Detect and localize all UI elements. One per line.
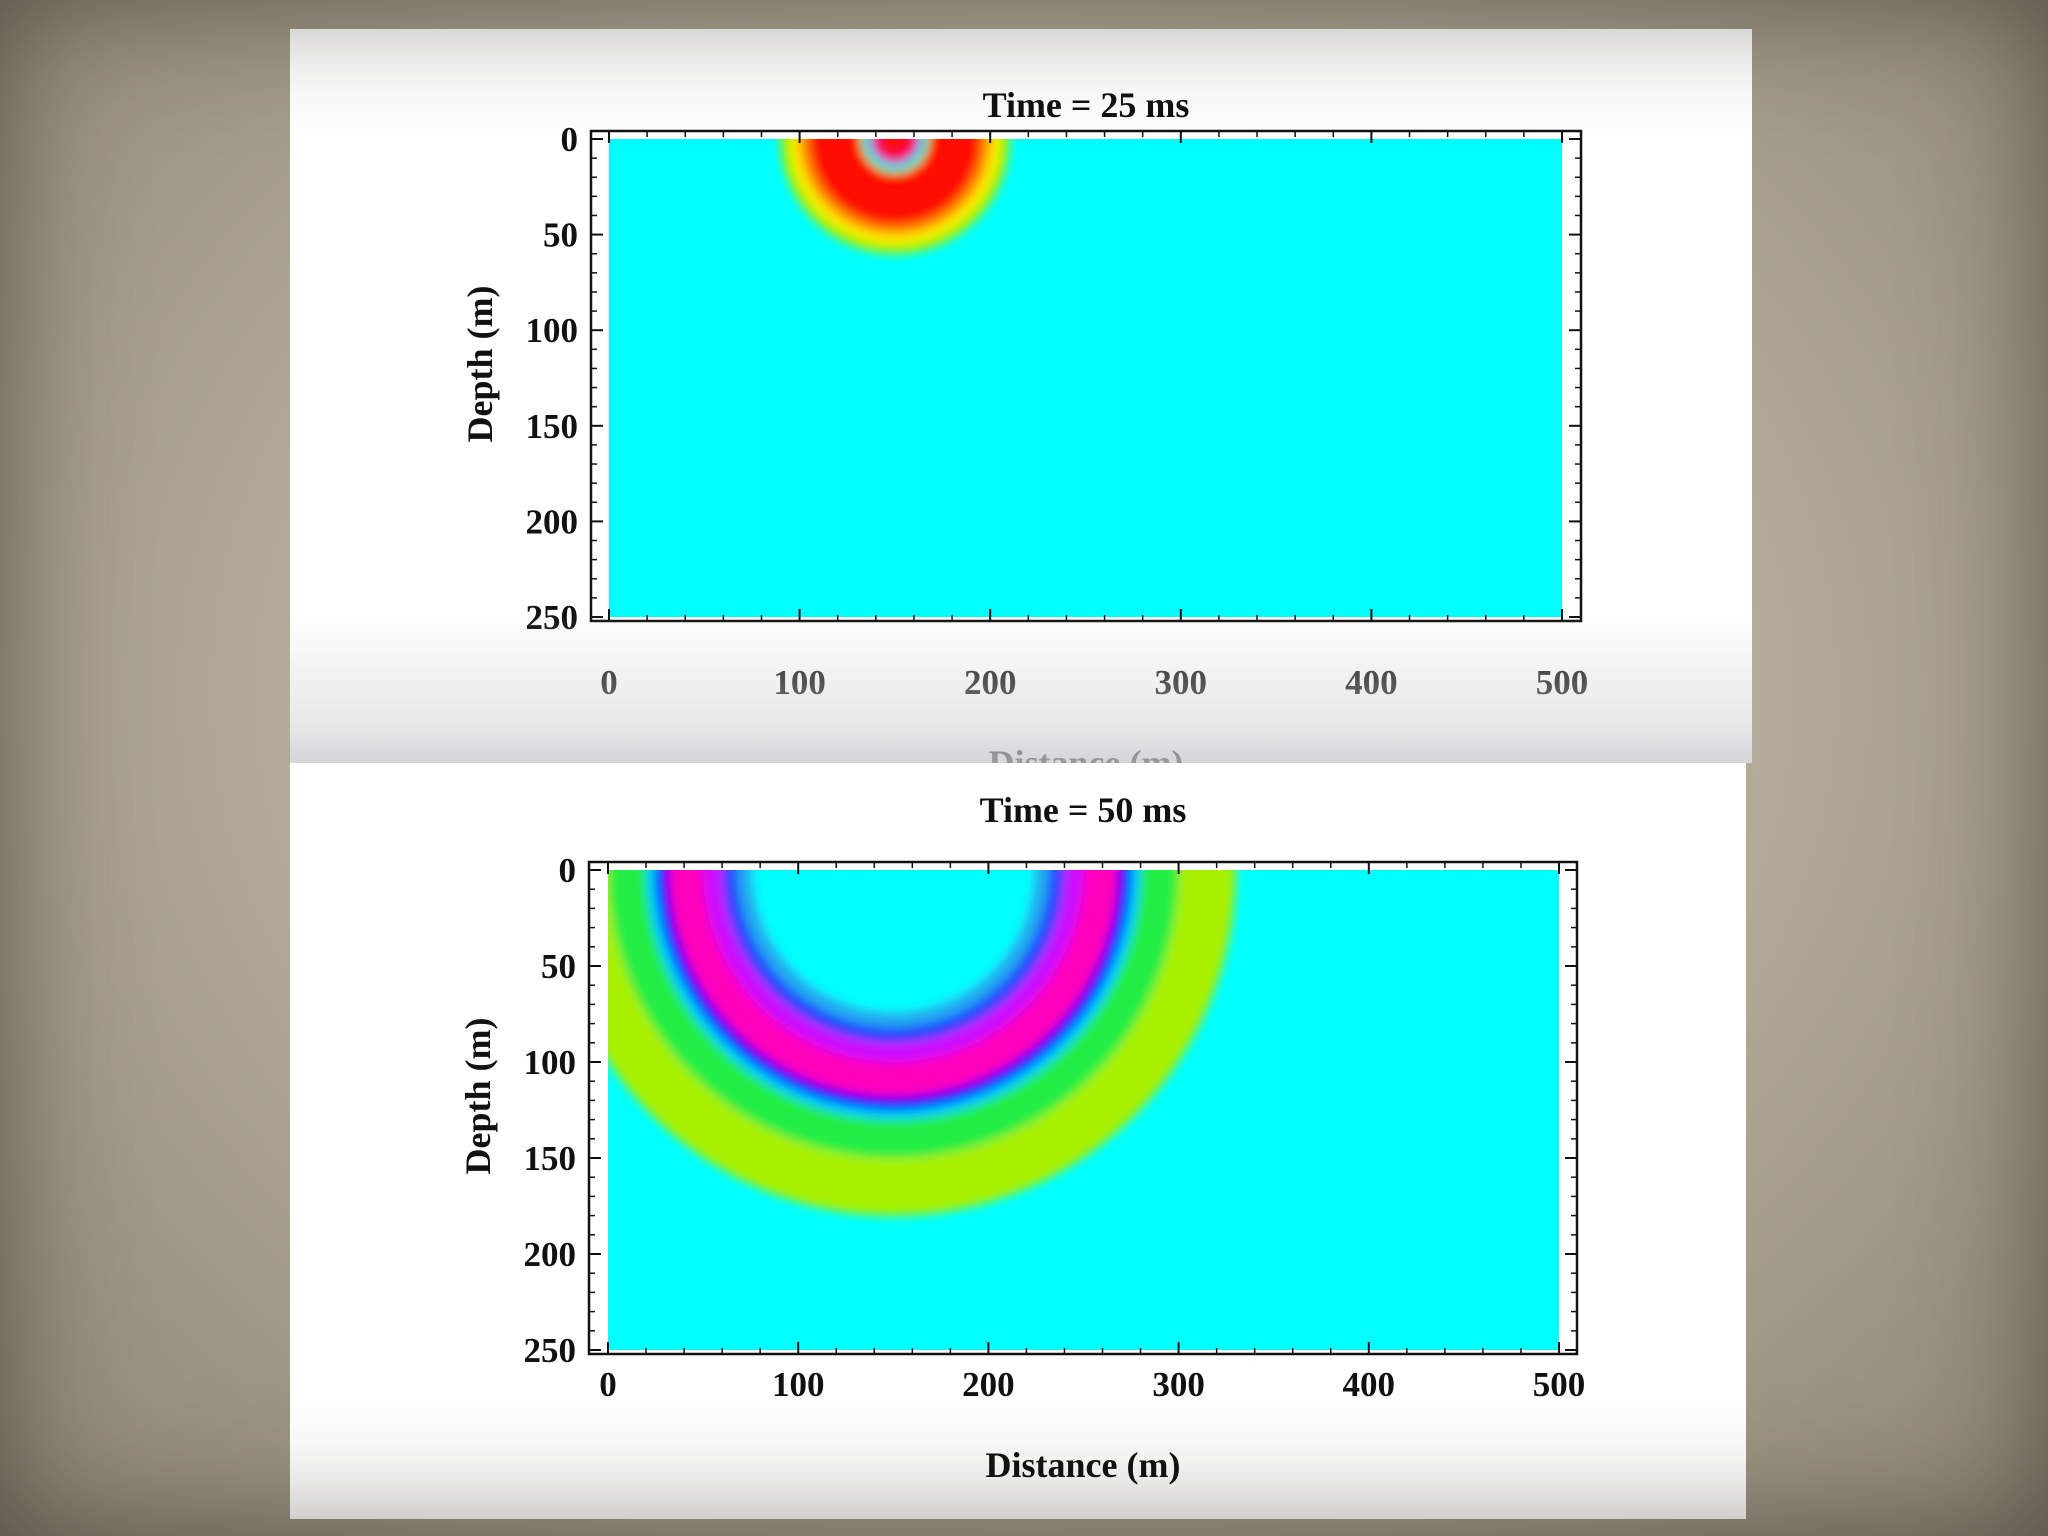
y-tick-label: 50 <box>541 947 576 986</box>
chart-panel-50ms: Time = 50 ms 0 100 200 300 400 500 0 50 100 150 200… <box>458 790 1586 1485</box>
wavefield <box>608 870 1236 1216</box>
x-tick-label: 300 <box>1155 663 1208 702</box>
y-tick-label: 150 <box>524 1139 577 1178</box>
wavefield <box>780 139 1010 254</box>
y-tick-label: 200 <box>526 502 579 541</box>
wave-ring <box>752 870 1035 1013</box>
x-tick-label: 200 <box>964 663 1017 702</box>
y-axis-label: Depth (m) <box>460 286 500 443</box>
chart-title: Time = 25 ms <box>983 85 1190 125</box>
x-tick-label: 400 <box>1345 663 1398 702</box>
y-tick-label: 200 <box>524 1235 577 1274</box>
chart-title: Time = 50 ms <box>980 790 1187 830</box>
y-axis-label: Depth (m) <box>458 1018 498 1175</box>
x-tick-label: 300 <box>1152 1365 1205 1404</box>
plot-frame <box>587 860 1579 1356</box>
chart-panel-25ms: Time = 25 ms 0 100 200 300 400 500 0 50 100 150 200… <box>460 85 1589 783</box>
y-tick-label: 0 <box>559 851 577 890</box>
x-axis-label: Distance (m) <box>986 1445 1181 1485</box>
y-tick-label: 150 <box>526 407 579 446</box>
y-tick-label: 100 <box>526 311 579 350</box>
x-tick-label: 400 <box>1343 1365 1396 1404</box>
wave-ring <box>879 139 911 155</box>
slide-bottom: Time = 50 ms 0 100 200 300 400 500 0 50 100 150 200… <box>290 763 1746 1519</box>
x-tick-label: 100 <box>772 1365 825 1404</box>
y-tick-label: 0 <box>561 120 579 159</box>
y-tick-label: 100 <box>524 1043 577 1082</box>
x-tick-label: 0 <box>599 1365 617 1404</box>
x-tick-label: 500 <box>1536 663 1589 702</box>
wave-ring <box>809 139 981 226</box>
wavefield-background <box>609 139 1562 617</box>
x-tick-label: 0 <box>600 663 618 702</box>
slide-top: Time = 25 ms 0 100 200 300 400 500 0 50 100 150 200… <box>290 29 1752 783</box>
y-tick-label: 250 <box>526 598 579 637</box>
y-tick-label: 250 <box>524 1331 577 1370</box>
y-tick-label: 50 <box>543 216 578 255</box>
x-tick-label: 100 <box>773 663 826 702</box>
x-tick-label: 500 <box>1533 1365 1586 1404</box>
x-tick-label: 200 <box>962 1365 1015 1404</box>
